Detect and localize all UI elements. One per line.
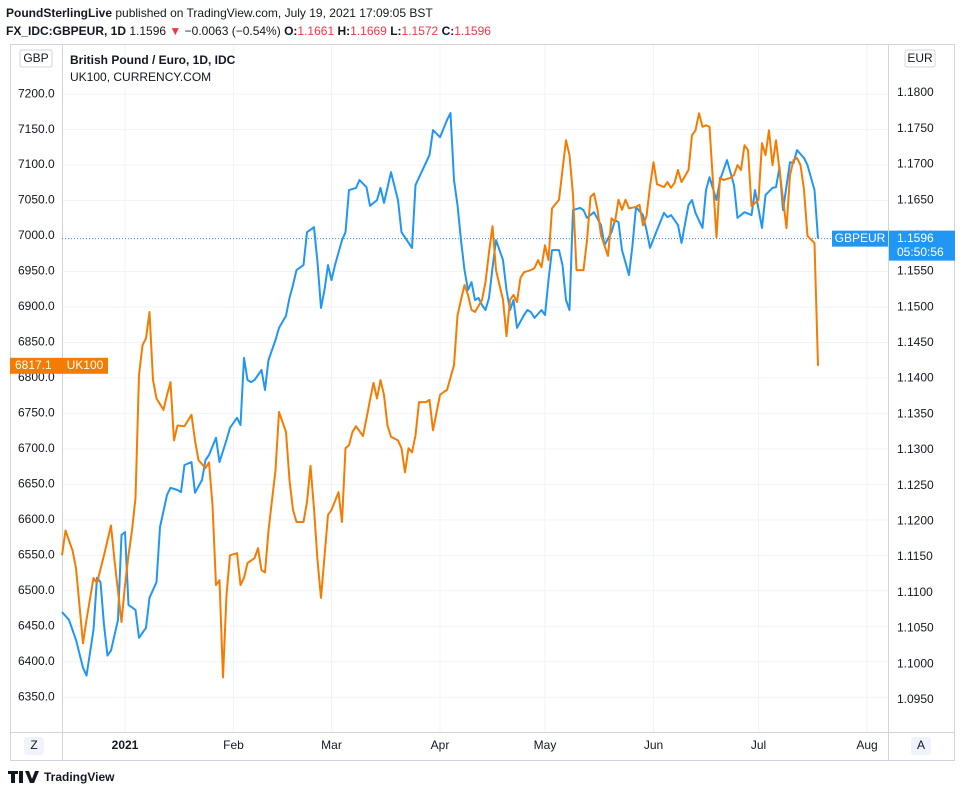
price-badge <box>889 230 955 261</box>
y-tick-label: 7100.0 <box>18 157 55 171</box>
name-badge <box>62 357 108 374</box>
x-tick-label: Aug <box>856 738 877 752</box>
y2-tick-label: 1.0950 <box>897 692 934 706</box>
publish-line: PoundSterlingLive published on TradingVi… <box>6 4 491 22</box>
y2-tick-label: 1.1000 <box>897 656 934 670</box>
button[interactable] <box>911 737 931 755</box>
price: 1.1596 <box>129 24 167 38</box>
y2-tick-label: 1.1500 <box>897 299 934 313</box>
y-tick-label: 6450.0 <box>18 618 55 632</box>
y2-tick-label: 1.1650 <box>897 192 934 206</box>
y2-tick-label: 1.1700 <box>897 157 934 171</box>
unit-badge[interactable] <box>904 49 936 68</box>
author: PoundSterlingLive <box>6 6 113 20</box>
y-tick-label: 7150.0 <box>18 122 55 136</box>
ohlc-value: 1.1669 <box>350 24 387 38</box>
y-tick-label: 6400.0 <box>18 654 55 668</box>
legend-item: British Pound / Euro, 1D, IDC <box>70 53 236 67</box>
y-tick-label: 7050.0 <box>18 193 55 207</box>
ohlc-key: L: <box>390 24 402 38</box>
y-unit: GBP <box>23 51 48 65</box>
ohlc-key: C: <box>441 24 455 38</box>
y2-tick-label: 1.1450 <box>897 335 934 349</box>
ohlc-value: 1.1572 <box>401 24 439 38</box>
x-tick-label: May <box>534 738 557 752</box>
ohlc-value: 1.1661 <box>297 24 335 38</box>
button[interactable] <box>24 737 44 755</box>
brand: TradingView <box>44 770 115 784</box>
y-tick-label: 6900.0 <box>18 299 55 313</box>
x-tick-label: Jul <box>751 738 766 752</box>
x-tick-label: Apr <box>431 738 450 752</box>
change-arrow: ▼ <box>169 24 182 38</box>
x-tick-label: Mar <box>321 738 342 752</box>
y-tick-label: 6850.0 <box>18 335 55 349</box>
y-tick-label: 6950.0 <box>18 264 55 278</box>
y-tick-label: 7200.0 <box>18 86 55 100</box>
y-tick-label: 6500.0 <box>18 583 55 597</box>
legend-item: UK100, CURRENCY.COM <box>70 70 211 84</box>
name-badge <box>832 230 888 247</box>
y-tick-label: 6750.0 <box>18 406 55 420</box>
published: published on TradingView.com, July 19, 2… <box>115 6 433 20</box>
y2-tick-label: 1.1150 <box>897 549 933 563</box>
ohlc-key: O: <box>284 24 298 38</box>
countdown: 05:50:56 <box>897 245 944 259</box>
y2-unit: EUR <box>907 51 933 65</box>
y2-tick-label: 1.1200 <box>897 514 934 528</box>
y-tick-label: 6550.0 <box>18 547 55 561</box>
price-badge <box>10 357 62 374</box>
y2-tick-label: 1.1050 <box>897 621 934 635</box>
y2-tick-label: 1.1100 <box>897 585 933 599</box>
name-label: UK100 <box>67 358 104 372</box>
series-line <box>61 112 819 679</box>
change: −0.0063 (−0.54%) <box>184 24 281 38</box>
price-label: 1.1596 <box>897 231 934 245</box>
series-line <box>61 112 819 677</box>
ohlc-value: 1.1596 <box>454 24 491 38</box>
frame <box>10 44 955 761</box>
y-tick-label: 6650.0 <box>18 477 55 491</box>
button-label: Z <box>30 738 37 752</box>
y2-tick-label: 1.1750 <box>897 121 934 135</box>
button-label: A <box>917 738 925 752</box>
header: PoundSterlingLive published on TradingVi… <box>6 4 491 40</box>
x-tick-label: 2021 <box>112 738 139 752</box>
y-tick-label: 7000.0 <box>18 228 55 242</box>
x-tick-label: Feb <box>223 738 244 752</box>
y2-tick-label: 1.1800 <box>897 85 934 99</box>
price-label: 6817.1 <box>15 358 52 372</box>
ohlc-key: H: <box>337 24 351 38</box>
y2-tick-label: 1.1400 <box>897 371 934 385</box>
symbol-line: FX_IDC:GBPEUR, 1D 1.1596 ▼ −0.0063 (−0.5… <box>6 22 491 40</box>
y-tick-label: 6700.0 <box>18 441 55 455</box>
logo <box>8 771 39 783</box>
x-tick-label: Jun <box>644 738 663 752</box>
name-label: GBPEUR <box>835 231 886 245</box>
symbol: FX_IDC:GBPEUR, 1D <box>6 24 127 38</box>
y2-tick-label: 1.1250 <box>897 478 934 492</box>
y2-tick-label: 1.1300 <box>897 442 934 456</box>
y-tick-label: 6600.0 <box>18 512 55 526</box>
y-tick-label: 6350.0 <box>18 689 55 703</box>
unit-badge[interactable] <box>19 49 53 68</box>
y2-tick-label: 1.1550 <box>897 264 934 278</box>
y2-tick-label: 1.1350 <box>897 406 934 420</box>
